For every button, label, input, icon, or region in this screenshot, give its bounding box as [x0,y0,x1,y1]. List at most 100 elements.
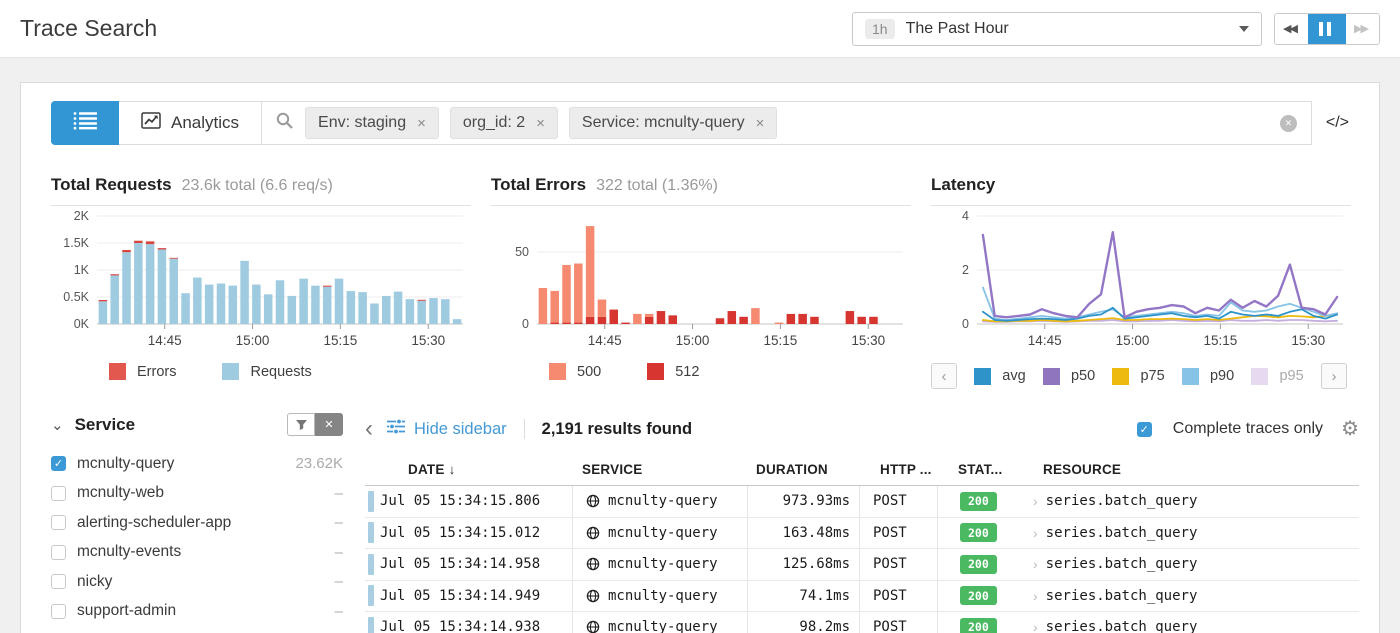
svg-text:14:45: 14:45 [1028,333,1062,348]
rewind-button[interactable]: ◀◀ [1275,13,1308,44]
gear-icon[interactable]: ⚙ [1341,418,1359,440]
legend-item-500[interactable]: 500 [549,363,601,380]
chevron-left-icon[interactable]: ‹ [365,415,373,442]
legend-item-Requests[interactable]: Requests [222,363,312,380]
facet-checkbox[interactable] [51,603,66,619]
filter-pill[interactable]: Service: mcnulty-query × [568,107,778,139]
facet-item-mcnulty-web[interactable]: mcnulty-web – [51,479,343,509]
svg-text:2K: 2K [74,209,90,223]
table-body: Jul 05 15:34:15.806 mcnulty-query 973.93ms… [365,486,1359,633]
facet-filter-button[interactable] [287,413,315,436]
legend-item-p50[interactable]: p50 [1042,367,1095,385]
code-view-icon[interactable]: </> [1325,114,1349,131]
status-badge: 200 [960,586,997,606]
facet-item-count: – [334,514,343,532]
trace-duration: 125.68ms [748,549,860,580]
facet-item-mcnulty-query[interactable]: ✓ mcnulty-query 23.62K [51,449,343,479]
complete-traces-label: Complete traces only [1172,420,1324,437]
row-chevron-icon: › [1033,556,1038,573]
facet-item-count: – [334,543,343,561]
trace-duration: 74.1ms [748,580,860,611]
trace-row[interactable]: Jul 05 15:34:14.958 mcnulty-query 125.68ms… [365,549,1359,581]
legend-item-p75[interactable]: p75 [1112,367,1165,385]
facet-collapse-icon[interactable]: ⌄ [51,416,64,434]
legend-item-p90[interactable]: p90 [1181,367,1234,385]
column-status[interactable]: STAT... [958,462,1003,477]
legend-item-512[interactable]: 512 [647,363,699,380]
trace-resource: › series.batch_query [1033,493,1198,510]
facet-item-mcnulty-events[interactable]: mcnulty-events – [51,538,343,568]
rewind-icon: ◀◀ [1283,23,1298,35]
trace-duration: 98.2ms [748,612,860,633]
svg-text:50: 50 [515,245,529,259]
latency-chart[interactable]: 0 2 4 14:45 15:00 15:15 15:30 [931,206,1351,363]
trace-date: Jul 05 15:34:14.938 [377,612,573,633]
facet-checkbox[interactable] [51,544,66,560]
legend-item-Errors[interactable]: Errors [109,363,176,380]
svg-text:4: 4 [962,209,969,223]
filter-pill[interactable]: Env: staging × [305,107,439,139]
column-service[interactable]: SERVICE [582,462,643,477]
errors-chart[interactable]: 0 50 14:45 15:00 15:15 15:30 [491,206,911,363]
legend-item-p95[interactable]: p95 [1251,367,1304,385]
chart-latency: Latency 0 2 4 14:45 15:00 15:15 15:30 ‹ avg p50 p… [931,175,1351,389]
facet-checkbox[interactable] [51,485,66,501]
legend-swatch [109,363,126,380]
legend-item-avg[interactable]: avg [974,367,1026,385]
facet-item-alerting-scheduler-app[interactable]: alerting-scheduler-app – [51,508,343,538]
svg-text:0: 0 [522,317,529,331]
pill-remove-icon[interactable]: × [536,114,545,132]
chart-title: Total Errors [491,175,587,194]
svg-text:0: 0 [962,317,969,331]
svg-text:15:30: 15:30 [411,333,445,348]
trace-service: mcnulty-query [573,486,748,517]
legend-swatch [1112,367,1130,385]
svg-text:1.5K: 1.5K [63,236,89,250]
legend-swatch [549,363,566,380]
results-toolbar: ‹ Hide sidebar 2,191 results found ✓ Com… [365,413,1359,445]
time-range-select[interactable]: 1h The Past Hour [852,11,1262,46]
hide-sidebar-button[interactable]: Hide sidebar [387,418,507,439]
search-input[interactable]: Env: staging × org_id: 2 × Service: mcnulty-… [262,101,1312,145]
requests-chart[interactable]: 0K 0.5K 1K 1.5K 2K 14:45 15:00 15:15 15:30 [51,206,471,363]
complete-traces-checkbox[interactable]: ✓ [1136,421,1152,437]
column-http[interactable]: HTTP ... [880,462,932,477]
filter-pill[interactable]: org_id: 2 × [449,107,558,139]
top-right-controls: 1h The Past Hour ◀◀ ▶▶ [852,11,1380,46]
legend-swatch [1251,367,1269,385]
chevron-down-icon [1239,25,1249,32]
chart-subtitle: 322 total (1.36%) [596,177,718,194]
facet-checkbox[interactable]: ✓ [51,456,66,472]
trace-row[interactable]: Jul 05 15:34:14.938 mcnulty-query 98.2ms PO… [365,612,1359,633]
trace-service: mcnulty-query [573,612,748,633]
facet-checkbox[interactable] [51,574,66,590]
trace-row[interactable]: Jul 05 15:34:15.806 mcnulty-query 973.93ms… [365,486,1359,518]
trace-row[interactable]: Jul 05 15:34:14.949 mcnulty-query 74.1ms PO… [365,580,1359,612]
trace-http-method: POST [860,517,938,548]
facet-item-support-admin[interactable]: support-admin – [51,597,343,627]
facet-clear-button[interactable]: ✕ [315,413,343,436]
legend-next-button[interactable]: › [1320,363,1347,389]
service-facet: ⌄ Service ✕ ✓ mcnulty-query 23.62K mcnulty-… [51,413,343,633]
results-count: 2,191 results found [541,419,693,438]
facet-item-nicky[interactable]: nicky – [51,567,343,597]
trace-row[interactable]: Jul 05 15:34:15.012 mcnulty-query 163.48ms… [365,517,1359,549]
tab-analytics[interactable]: Analytics [119,101,263,145]
list-view-button[interactable] [51,101,119,145]
pause-button[interactable] [1308,13,1346,44]
legend-prev-button[interactable]: ‹ [931,363,957,389]
svg-text:0K: 0K [74,317,90,331]
column-date[interactable]: DATE ↓ [408,462,456,477]
column-duration[interactable]: DURATION [756,462,828,477]
fast-forward-button[interactable]: ▶▶ [1346,13,1379,44]
trace-status: 200 [938,486,1025,517]
clear-search-icon[interactable]: ✕ [1279,114,1297,132]
globe-icon [586,526,600,539]
pill-remove-icon[interactable]: × [417,114,426,132]
charts-row: Total Requests 23.6k total (6.6 req/s) 0K… [51,175,1351,389]
trace-resource: › series.batch_query [1033,556,1198,573]
facet-checkbox[interactable] [51,515,66,531]
pill-remove-icon[interactable]: × [755,114,765,132]
trace-duration: 163.48ms [748,517,860,548]
column-resource[interactable]: RESOURCE [1043,462,1122,477]
